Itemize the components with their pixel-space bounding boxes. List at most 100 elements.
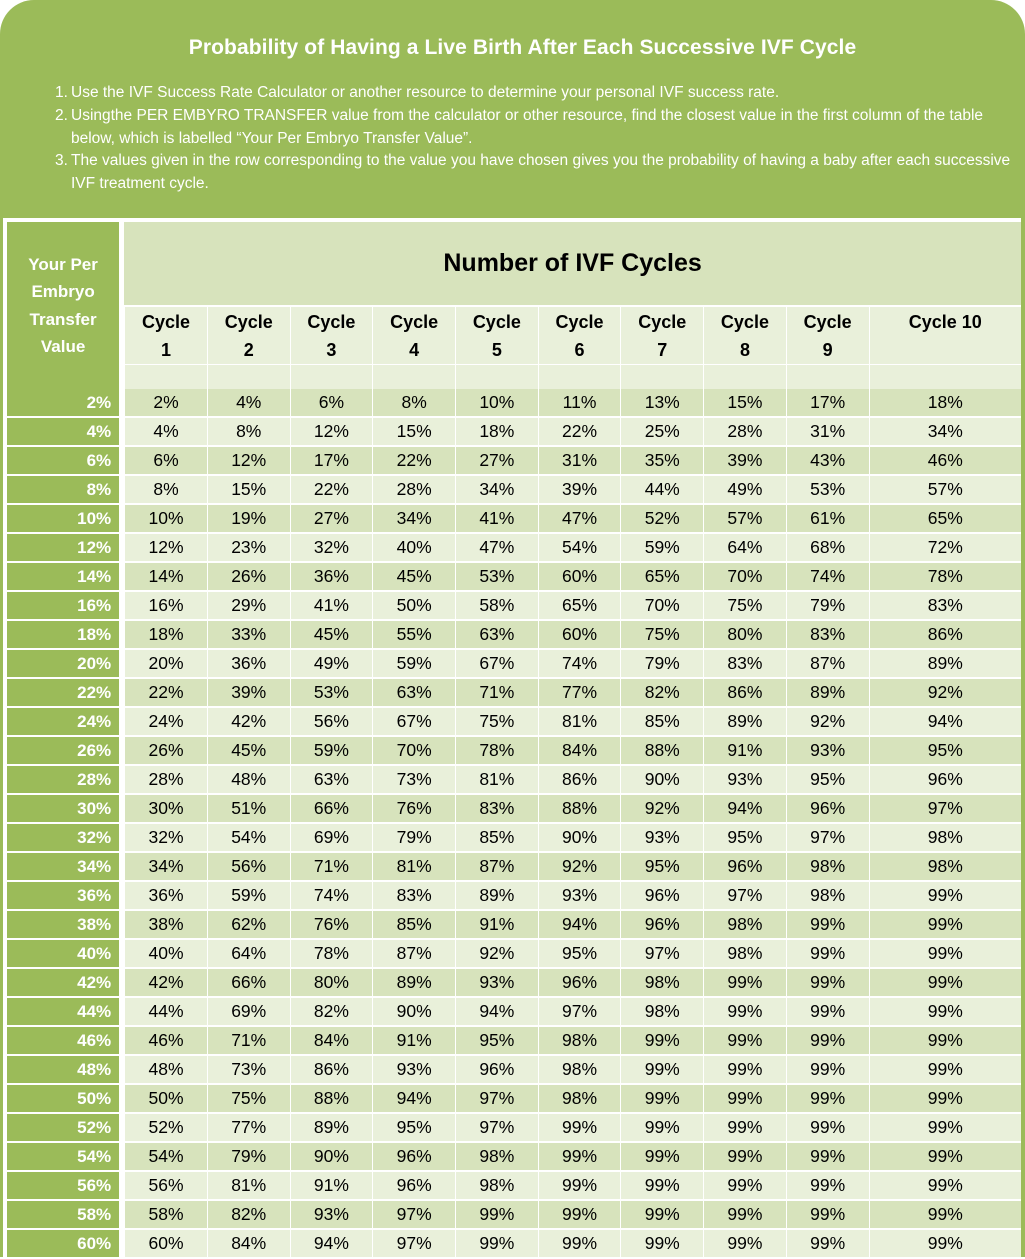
table-cell: 44% — [124, 998, 207, 1027]
table-cell: 99% — [620, 1143, 704, 1172]
table-cell: 98% — [868, 853, 1021, 882]
column-header-cycle-7: Cycle 7 — [620, 307, 704, 364]
column-header-spacer — [206, 364, 290, 389]
table-row: 58% 58% 82% 93% 97% 99% 99% 99% 99% 99% 99% — [7, 1201, 1021, 1230]
table-cell: 32% — [124, 824, 207, 853]
table-row: 54% 54% 79% 90% 96% 98% 99% 99% 99% 99% 99% — [7, 1143, 1021, 1172]
table-cell: 66% — [289, 795, 373, 824]
table-cell: 87% — [454, 853, 538, 882]
table-row: 6% 6% 12% 17% 22% 27% 31% 35% 39% 43% 46% — [7, 447, 1021, 476]
table-cell: 75% — [454, 708, 538, 737]
instructions-list: Use the IVF Success Rate Calculator or a… — [55, 82, 1016, 196]
table-row: 32% 32% 54% 69% 79% 85% 90% 93% 95% 97% 98% — [7, 824, 1021, 853]
table-cell: 31% — [537, 447, 621, 476]
table-row: 60% 60% 84% 94% 97% 99% 99% 99% 99% 99% 99% — [7, 1230, 1021, 1259]
table-cell: 65% — [620, 563, 704, 592]
table-cell: 99% — [454, 1230, 538, 1259]
cycle-header-row: Cycle 1 Cycle 2 Cycle 3 Cycle 4 Cycle 5 Cycle… — [7, 307, 1021, 364]
table-cell: 99% — [785, 1143, 869, 1172]
table-cell: 59% — [206, 882, 290, 911]
table-cell: 98% — [703, 911, 786, 940]
column-header-spacer — [372, 364, 455, 389]
table-cell: 39% — [206, 679, 290, 708]
table-cell: 99% — [703, 1230, 786, 1259]
table-cell: 4% — [206, 389, 290, 418]
table-cell: 81% — [537, 708, 621, 737]
table-cell: 99% — [868, 1056, 1021, 1085]
row-label: 46% — [7, 1027, 125, 1056]
table-cell: 99% — [868, 1027, 1021, 1056]
column-header-spacer — [289, 364, 373, 389]
row-label: 8% — [7, 476, 125, 505]
group-header: Number of IVF Cycles — [124, 222, 1021, 307]
column-header-spacer — [868, 364, 1021, 389]
row-header: Your Per Embryo Transfer Value — [7, 222, 125, 389]
instruction-step-1: Use the IVF Success Rate Calculator or a… — [55, 82, 780, 105]
table-cell: 99% — [703, 969, 786, 998]
table-cell: 96% — [620, 911, 704, 940]
table-cell: 95% — [537, 940, 621, 969]
table-cell: 31% — [785, 418, 869, 447]
column-header-cycle-9: Cycle 9 — [785, 307, 869, 364]
table-cell: 54% — [537, 534, 621, 563]
column-header-cycle-5: Cycle 5 — [454, 307, 538, 364]
table-cell: 22% — [289, 476, 373, 505]
table-cell: 79% — [372, 824, 455, 853]
table-cell: 59% — [289, 737, 373, 766]
table-cell: 93% — [537, 882, 621, 911]
table-cell: 22% — [372, 447, 455, 476]
row-label: 38% — [7, 911, 125, 940]
table-row: 44% 44% 69% 82% 90% 94% 97% 98% 99% 99% 99% — [7, 998, 1021, 1027]
table-cell: 67% — [372, 708, 455, 737]
table-cell: 85% — [372, 911, 455, 940]
table-cell: 85% — [454, 824, 538, 853]
table-cell: 94% — [289, 1230, 373, 1259]
table-cell: 95% — [454, 1027, 538, 1056]
table-cell: 99% — [620, 1027, 704, 1056]
row-label: 44% — [7, 998, 125, 1027]
table-cell: 89% — [372, 969, 455, 998]
table-cell: 28% — [124, 766, 207, 795]
table-cell: 74% — [289, 882, 373, 911]
table-cell: 24% — [124, 708, 207, 737]
table-row: 40% 40% 64% 78% 87% 92% 95% 97% 98% 99% 99% — [7, 940, 1021, 969]
row-label: 40% — [7, 940, 125, 969]
table-cell: 98% — [537, 1027, 621, 1056]
instruction-step-2: Usingthe PER EMBYRO TRANSFER value from … — [55, 105, 984, 147]
table-cell: 6% — [289, 389, 373, 418]
table-cell: 99% — [785, 998, 869, 1027]
column-header-cycle-6: Cycle 6 — [537, 307, 621, 364]
table-cell: 23% — [206, 534, 290, 563]
table-cell: 92% — [785, 708, 869, 737]
table-cell: 18% — [454, 418, 538, 447]
row-label: 56% — [7, 1172, 125, 1201]
table-cell: 99% — [620, 1172, 704, 1201]
table-cell: 69% — [289, 824, 373, 853]
table-cell: 60% — [537, 563, 621, 592]
table-cell: 58% — [124, 1201, 207, 1230]
table-cell: 46% — [124, 1027, 207, 1056]
table-cell: 89% — [703, 708, 786, 737]
cycle-spacer-row — [7, 364, 1021, 389]
table-cell: 77% — [206, 1114, 290, 1143]
table-cell: 71% — [454, 679, 538, 708]
table-cell: 52% — [620, 505, 704, 534]
instruction-step-3: The values given in the row correspondin… — [55, 150, 1011, 193]
row-label: 2% — [7, 389, 125, 418]
table-cell: 29% — [206, 592, 290, 621]
row-label: 50% — [7, 1085, 125, 1114]
table-cell: 14% — [124, 563, 207, 592]
page-title: Probability of Having a Live Birth After… — [188, 36, 857, 59]
table-row: 48% 48% 73% 86% 93% 96% 98% 99% 99% 99% 99% — [7, 1056, 1021, 1085]
table-cell: 75% — [703, 592, 786, 621]
table-cell: 48% — [206, 766, 290, 795]
row-label: 10% — [7, 505, 125, 534]
table-cell: 99% — [620, 1114, 704, 1143]
table-cell: 82% — [289, 998, 373, 1027]
table-cell: 96% — [703, 853, 786, 882]
table-cell: 65% — [868, 505, 1021, 534]
table-cell: 74% — [785, 563, 869, 592]
table-cell: 93% — [454, 969, 538, 998]
table-cell: 61% — [785, 505, 869, 534]
table-cell: 88% — [620, 737, 704, 766]
